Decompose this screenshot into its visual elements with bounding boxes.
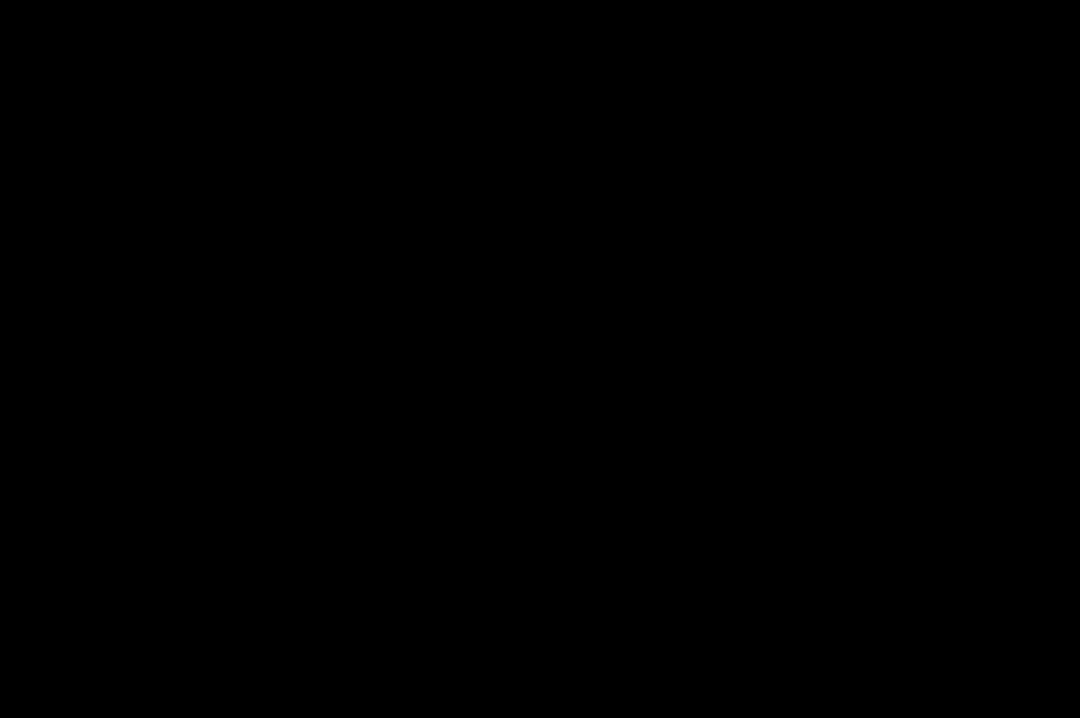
figure-canvas	[0, 0, 1080, 718]
polar-map-plot	[0, 0, 1080, 718]
